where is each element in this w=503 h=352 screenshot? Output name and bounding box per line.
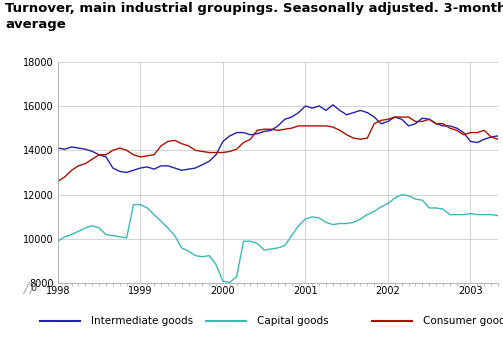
Consumer goods <box>186 144 192 148</box>
Text: Consumer goods: Consumer goods <box>423 316 503 326</box>
Consumer goods <box>481 128 487 132</box>
Text: Capital goods: Capital goods <box>257 316 328 326</box>
Intermediate goods <box>447 124 453 128</box>
Intermediate goods <box>481 137 487 141</box>
Line: Capital goods: Capital goods <box>58 195 498 282</box>
Intermediate goods <box>55 146 61 150</box>
Intermediate goods <box>495 134 501 138</box>
Capital goods <box>399 193 405 197</box>
Text: Intermediate goods: Intermediate goods <box>91 316 193 326</box>
Capital goods <box>227 280 233 284</box>
Intermediate goods <box>289 115 295 119</box>
Consumer goods <box>55 179 61 183</box>
Intermediate goods <box>247 133 254 137</box>
Line: Intermediate goods: Intermediate goods <box>58 105 498 172</box>
Intermediate goods <box>192 166 198 170</box>
Consumer goods <box>495 137 501 141</box>
Consumer goods <box>240 140 246 145</box>
Consumer goods <box>282 127 288 131</box>
Consumer goods <box>440 121 446 126</box>
Intermediate goods <box>165 164 171 168</box>
Consumer goods <box>392 115 398 119</box>
Capital goods <box>158 219 164 224</box>
Capital goods <box>481 213 487 217</box>
Text: 0: 0 <box>31 283 37 293</box>
Capital goods <box>289 234 295 238</box>
Intermediate goods <box>124 170 130 175</box>
Capital goods <box>495 214 501 218</box>
Capital goods <box>447 213 453 217</box>
Capital goods <box>247 239 254 243</box>
Capital goods <box>186 249 192 253</box>
Consumer goods <box>158 144 164 148</box>
Intermediate goods <box>330 103 336 107</box>
Text: Turnover, main industrial groupings. Seasonally adjusted. 3-month moving
average: Turnover, main industrial groupings. Sea… <box>5 2 503 31</box>
Capital goods <box>55 239 61 243</box>
Line: Consumer goods: Consumer goods <box>58 117 498 181</box>
